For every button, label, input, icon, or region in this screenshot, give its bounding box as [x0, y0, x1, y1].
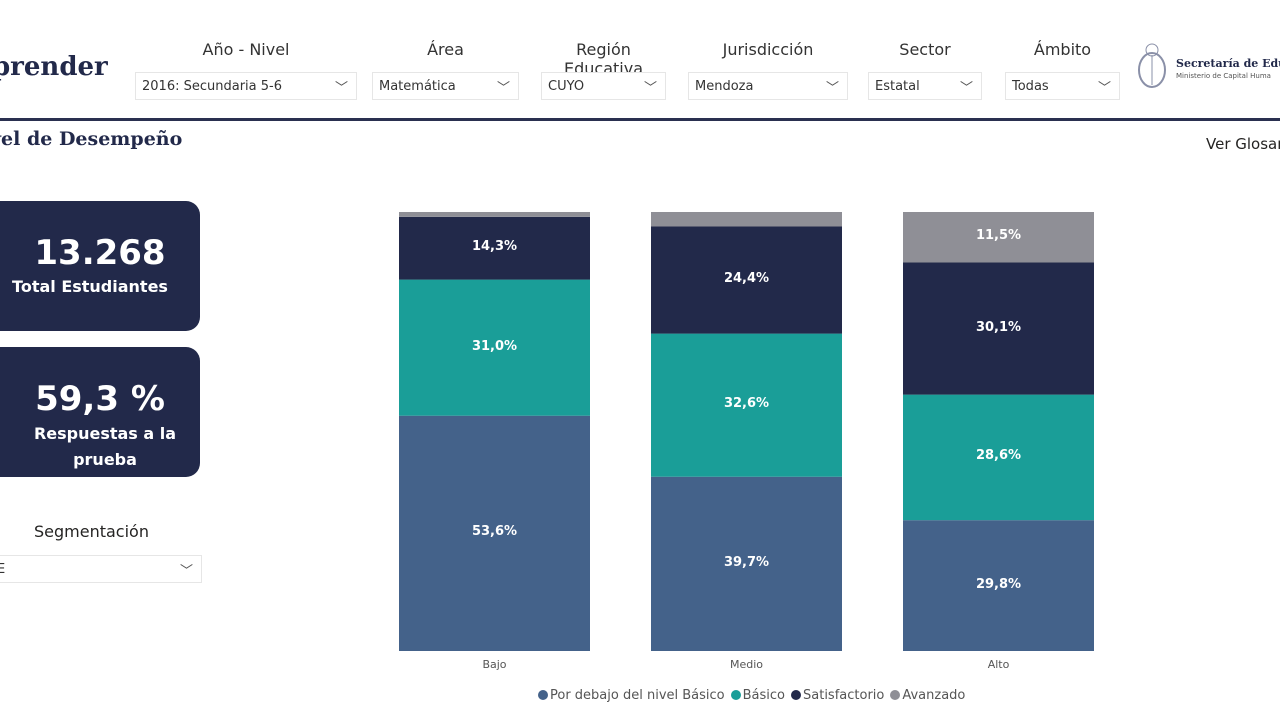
- filter-value: 2016: Secundaria 5-6: [142, 79, 282, 94]
- filter-value: Todas: [1012, 79, 1049, 94]
- response-rate-label: Respuestas a la prueba: [33, 424, 177, 469]
- bar-segment[interactable]: [399, 415, 590, 651]
- page-title: vel de Desempeño: [0, 128, 183, 150]
- chevron-down-icon: ﹀: [334, 81, 348, 96]
- chevron-down-icon: ﹀: [496, 81, 510, 96]
- coat-of-arms-icon: [1134, 40, 1170, 96]
- category-label: Bajo: [482, 658, 507, 671]
- filter-label: Año - Nivel: [202, 40, 290, 59]
- legend-label: Avanzado: [902, 688, 966, 703]
- chevron-down-icon: ﹀: [1097, 81, 1111, 96]
- bar-segment[interactable]: [399, 279, 590, 416]
- bar-segment[interactable]: [651, 333, 842, 477]
- filter-dropdown[interactable]: Matemática ﹀: [372, 72, 519, 100]
- total-students-label: Total Estudiantes: [12, 277, 168, 296]
- filter-dropdown[interactable]: Mendoza ﹀: [688, 72, 848, 100]
- chevron-down-icon: ﹀: [825, 81, 839, 96]
- total-students-value: 13.268: [34, 233, 166, 273]
- data-label: 32,6%: [723, 396, 770, 412]
- header-divider: [0, 118, 1280, 121]
- glossary-link[interactable]: Ver Glosar: [1206, 135, 1280, 153]
- filter-label: Sector: [899, 40, 951, 59]
- bar-segment[interactable]: [399, 212, 590, 217]
- data-label: 29,8%: [975, 576, 1022, 592]
- legend-label: Por debajo del nivel Básico: [550, 688, 725, 703]
- data-label: 28,6%: [975, 448, 1022, 464]
- legend-item[interactable]: Por debajo del nivel Básico: [538, 688, 725, 703]
- data-label: 53,6%: [471, 524, 518, 540]
- bar-segment[interactable]: [399, 216, 590, 280]
- bar-segment[interactable]: [903, 262, 1094, 395]
- bar-segment[interactable]: [903, 394, 1094, 521]
- bar-segment[interactable]: [651, 476, 842, 651]
- data-label: 11,5%: [975, 228, 1022, 244]
- legend-item[interactable]: Avanzado: [890, 688, 965, 703]
- filter-dropdown[interactable]: CUYO ﹀: [541, 72, 666, 100]
- bar-segment[interactable]: [903, 212, 1094, 263]
- legend-item[interactable]: Básico: [730, 688, 785, 703]
- chevron-down-icon: ﹀: [179, 564, 193, 579]
- bar-segment[interactable]: [903, 520, 1094, 651]
- segmentation-dropdown[interactable]: E ﹀: [0, 555, 202, 583]
- filter-dropdown[interactable]: Todas ﹀: [1005, 72, 1120, 100]
- bar-segment[interactable]: [651, 226, 842, 334]
- segmentation-value: E: [0, 562, 6, 577]
- legend-item[interactable]: Satisfactorio: [791, 688, 884, 703]
- data-label: 14,3%: [471, 239, 518, 255]
- data-label: 24,4%: [723, 271, 770, 287]
- legend-dot-icon: [890, 690, 901, 700]
- legend-label: Básico: [742, 688, 785, 703]
- filter-value: Estatal: [875, 79, 920, 94]
- data-label: 39,7%: [723, 554, 770, 570]
- filter-label: Ámbito: [1033, 40, 1092, 59]
- filter-value: Mendoza: [695, 79, 754, 94]
- filter-value: Matemática: [379, 79, 456, 94]
- org-subtitle: Ministerio de Capital Huma: [1176, 72, 1271, 80]
- total-students-card: 13.268 Total Estudiantes: [0, 201, 200, 331]
- legend-dot-icon: [791, 690, 801, 700]
- bar-segment[interactable]: [651, 212, 842, 227]
- filter-label: Área: [427, 40, 464, 59]
- app-logo: prender: [0, 52, 108, 82]
- data-label: 30,1%: [975, 319, 1022, 335]
- legend-dot-icon: [538, 690, 548, 700]
- chart-legend: Por debajo del nivel Básico Básico Satisfa…: [538, 688, 965, 703]
- legend-dot-icon: [730, 690, 741, 700]
- segmentation-label: Segmentación: [34, 522, 149, 541]
- category-label: Medio: [729, 658, 764, 671]
- filter-value: CUYO: [548, 79, 585, 94]
- response-rate-value: 59,3 %: [35, 379, 165, 419]
- category-label: Alto: [987, 658, 1010, 671]
- response-rate-card: 59,3 % Respuestas a la prueba: [0, 347, 200, 477]
- filter-dropdown[interactable]: Estatal ﹀: [868, 72, 982, 100]
- chevron-down-icon: ﹀: [959, 81, 973, 96]
- filter-dropdown[interactable]: 2016: Secundaria 5-6 ﹀: [135, 72, 357, 100]
- filter-label: Jurisdicción: [722, 40, 814, 59]
- data-label: 31,0%: [471, 338, 518, 354]
- chevron-down-icon: ﹀: [643, 81, 657, 96]
- org-name: Secretaría de Educ: [1176, 57, 1280, 70]
- legend-label: Satisfactorio: [803, 688, 885, 703]
